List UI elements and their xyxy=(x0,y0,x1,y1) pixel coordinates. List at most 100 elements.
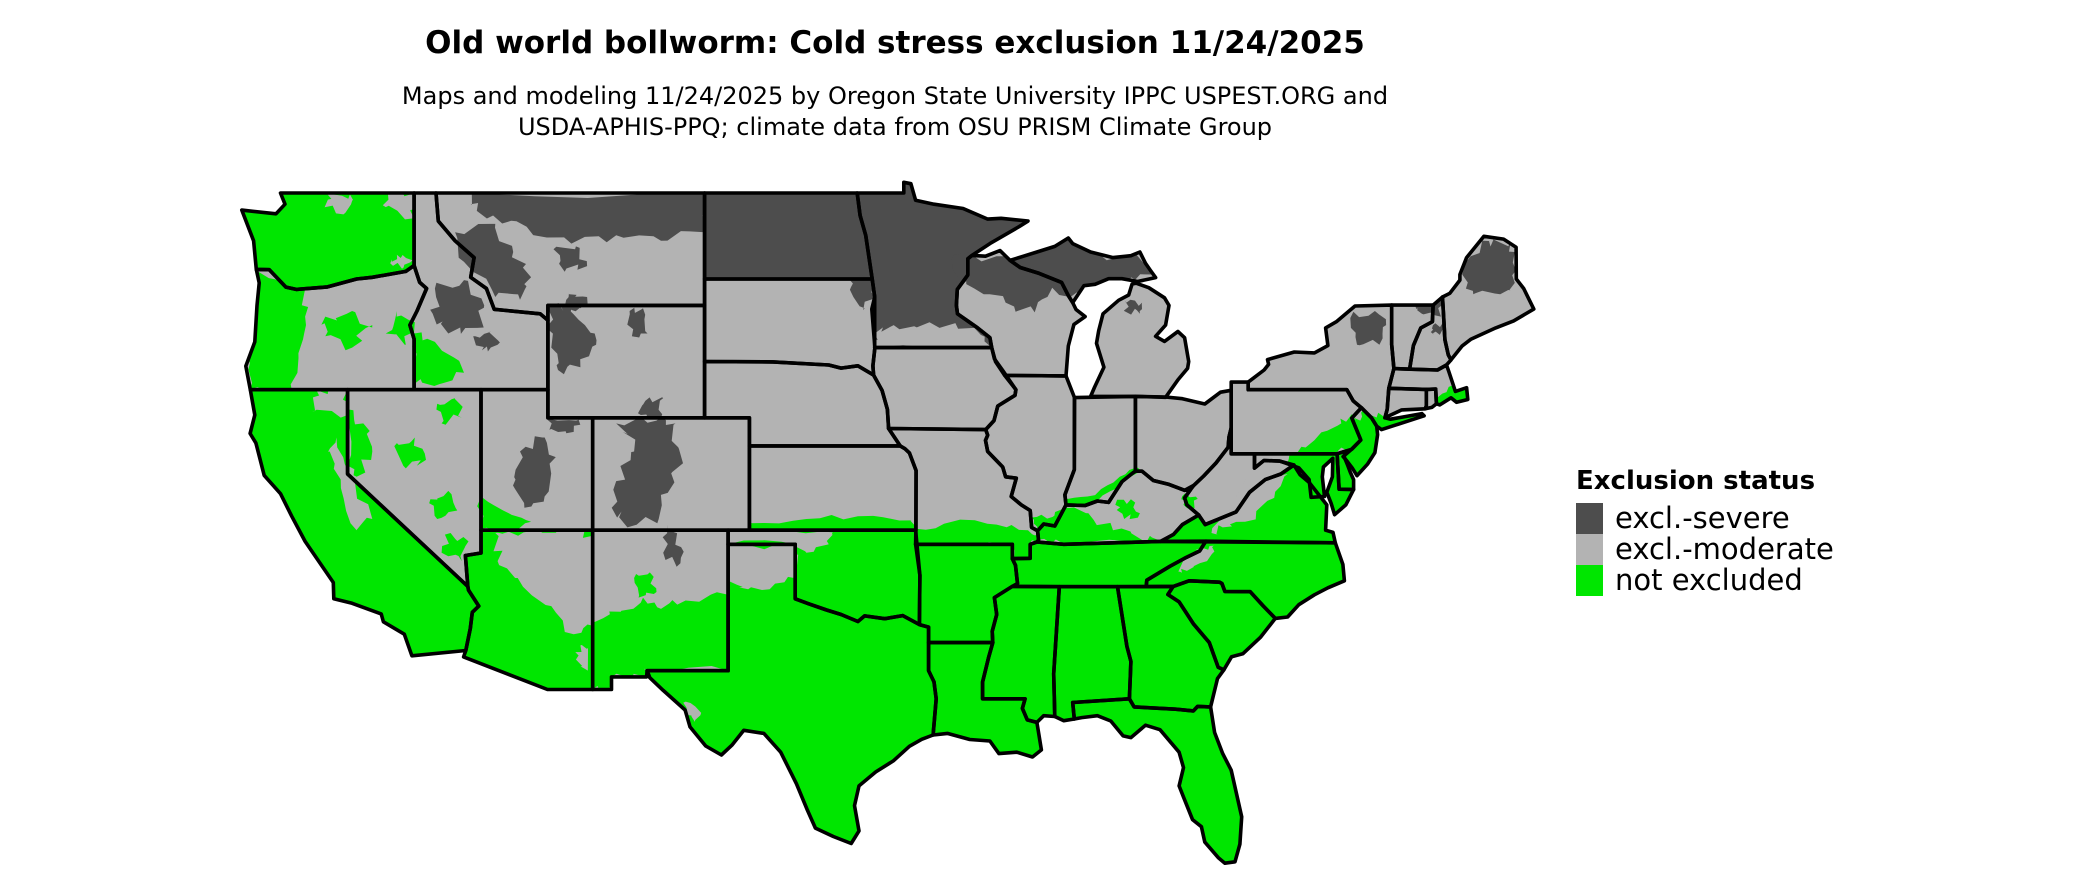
figure-title: Old world bollworm: Cold stress exclusio… xyxy=(425,25,1365,61)
raster-patch xyxy=(473,330,500,352)
state-border-MILP xyxy=(1088,281,1191,400)
raster-patch xyxy=(848,274,877,311)
state-AR xyxy=(915,544,1018,643)
legend-item-not-excluded: not excluded xyxy=(1576,565,1834,596)
state-ID xyxy=(409,193,548,390)
state-border-ME xyxy=(1440,234,1536,362)
state-border-WI xyxy=(954,248,1087,378)
raster-patch xyxy=(429,490,458,519)
legend-item-severe: excl.-severe xyxy=(1576,503,1834,534)
state-MN xyxy=(857,182,1028,348)
raster-patch xyxy=(1350,311,1387,346)
raster-patch xyxy=(726,544,799,590)
raster-patch xyxy=(1287,414,1361,458)
state-border-NJ xyxy=(1341,405,1380,478)
raster-patch xyxy=(246,270,309,395)
raster-patch xyxy=(455,223,532,300)
state-MILP xyxy=(1090,283,1189,398)
raster-patch xyxy=(1211,465,1288,535)
raster-patch xyxy=(611,416,683,528)
legend-swatch-severe xyxy=(1576,503,1603,534)
raster-patch xyxy=(1462,239,1516,295)
raster-patch xyxy=(430,280,485,334)
state-MS xyxy=(982,586,1060,723)
raster-patch xyxy=(587,592,731,693)
raster-patch xyxy=(627,307,648,338)
raster-patch xyxy=(1123,299,1143,315)
raster-patch xyxy=(493,527,599,635)
figure-subtitle-line1: Maps and modeling 11/24/2025 by Oregon S… xyxy=(401,82,1389,110)
legend-label-moderate: excl.-moderate xyxy=(1615,532,1834,566)
raster-patch xyxy=(546,303,597,375)
raster-patch xyxy=(477,496,532,534)
state-FL xyxy=(1072,698,1242,864)
state-WV xyxy=(1184,427,1294,525)
state-IN xyxy=(1064,396,1136,506)
state-VT xyxy=(1391,305,1434,370)
raster-patch xyxy=(436,398,463,425)
legend-swatch-moderate xyxy=(1576,534,1603,565)
state-border-SC xyxy=(1166,579,1278,672)
raster-patch xyxy=(913,519,1041,562)
raster-patch xyxy=(553,246,588,272)
legend-title: Exclusion status xyxy=(1576,466,1816,496)
raster-patch xyxy=(683,701,702,723)
raster-patch xyxy=(634,572,657,598)
state-SD xyxy=(704,279,875,376)
raster-patch xyxy=(347,409,373,477)
raster-patch xyxy=(311,387,351,418)
raster-patch xyxy=(870,322,992,351)
raster-patch xyxy=(470,193,710,244)
raster-patch xyxy=(1036,507,1161,544)
raster-patch xyxy=(385,311,415,345)
legend: Exclusion status excl.-severe excl.-mode… xyxy=(1576,466,1834,596)
state-CT xyxy=(1384,388,1427,418)
state-TX xyxy=(647,544,937,844)
legend-item-moderate: excl.-moderate xyxy=(1576,534,1834,565)
raster-patch xyxy=(951,233,1153,313)
state-KS xyxy=(749,445,917,531)
figure-subtitle-line2: USDA-APHIS-PPQ; climate data from OSU PR… xyxy=(517,113,1273,141)
state-NE xyxy=(704,361,901,446)
legend-swatch-not-excluded xyxy=(1576,565,1603,596)
state-OK xyxy=(728,530,920,625)
state-IL xyxy=(985,375,1075,531)
state-border-TX xyxy=(645,542,938,846)
state-GA xyxy=(1117,586,1224,711)
state-IA xyxy=(872,347,1016,430)
state-NH xyxy=(1409,297,1451,370)
legend-label-not-excluded: not excluded xyxy=(1615,563,1803,597)
raster-patch xyxy=(382,190,418,220)
state-border-FL xyxy=(1070,697,1244,865)
raster-patch xyxy=(1064,467,1143,507)
raster-patch xyxy=(1430,322,1445,335)
raster-patch xyxy=(547,419,581,434)
raster-patch xyxy=(1177,545,1215,573)
raster-patch xyxy=(321,311,373,351)
state-WA xyxy=(241,193,415,290)
state-DE xyxy=(1337,451,1354,490)
state-ND xyxy=(704,193,873,279)
raster-patch xyxy=(1115,499,1140,520)
state-CA xyxy=(250,389,479,656)
raster-patch xyxy=(441,533,469,562)
raster-patch xyxy=(394,437,426,469)
raster-patch xyxy=(725,529,834,553)
state-border-MIUP xyxy=(1008,236,1158,305)
raster-patch xyxy=(748,515,917,533)
raster-patch xyxy=(412,332,464,386)
state-AL xyxy=(1053,586,1131,721)
raster-patch xyxy=(662,524,684,567)
state-TN xyxy=(1012,541,1206,587)
raster-patch xyxy=(390,254,413,269)
state-border-MD xyxy=(1252,452,1356,517)
raster-patch xyxy=(328,437,373,531)
legend-label-severe: excl.-severe xyxy=(1615,501,1790,535)
raster-patch xyxy=(324,193,353,215)
state-OH xyxy=(1135,390,1232,491)
raster-patch xyxy=(638,397,664,418)
raster-patch xyxy=(513,436,556,508)
state-border-AZ xyxy=(461,528,595,692)
